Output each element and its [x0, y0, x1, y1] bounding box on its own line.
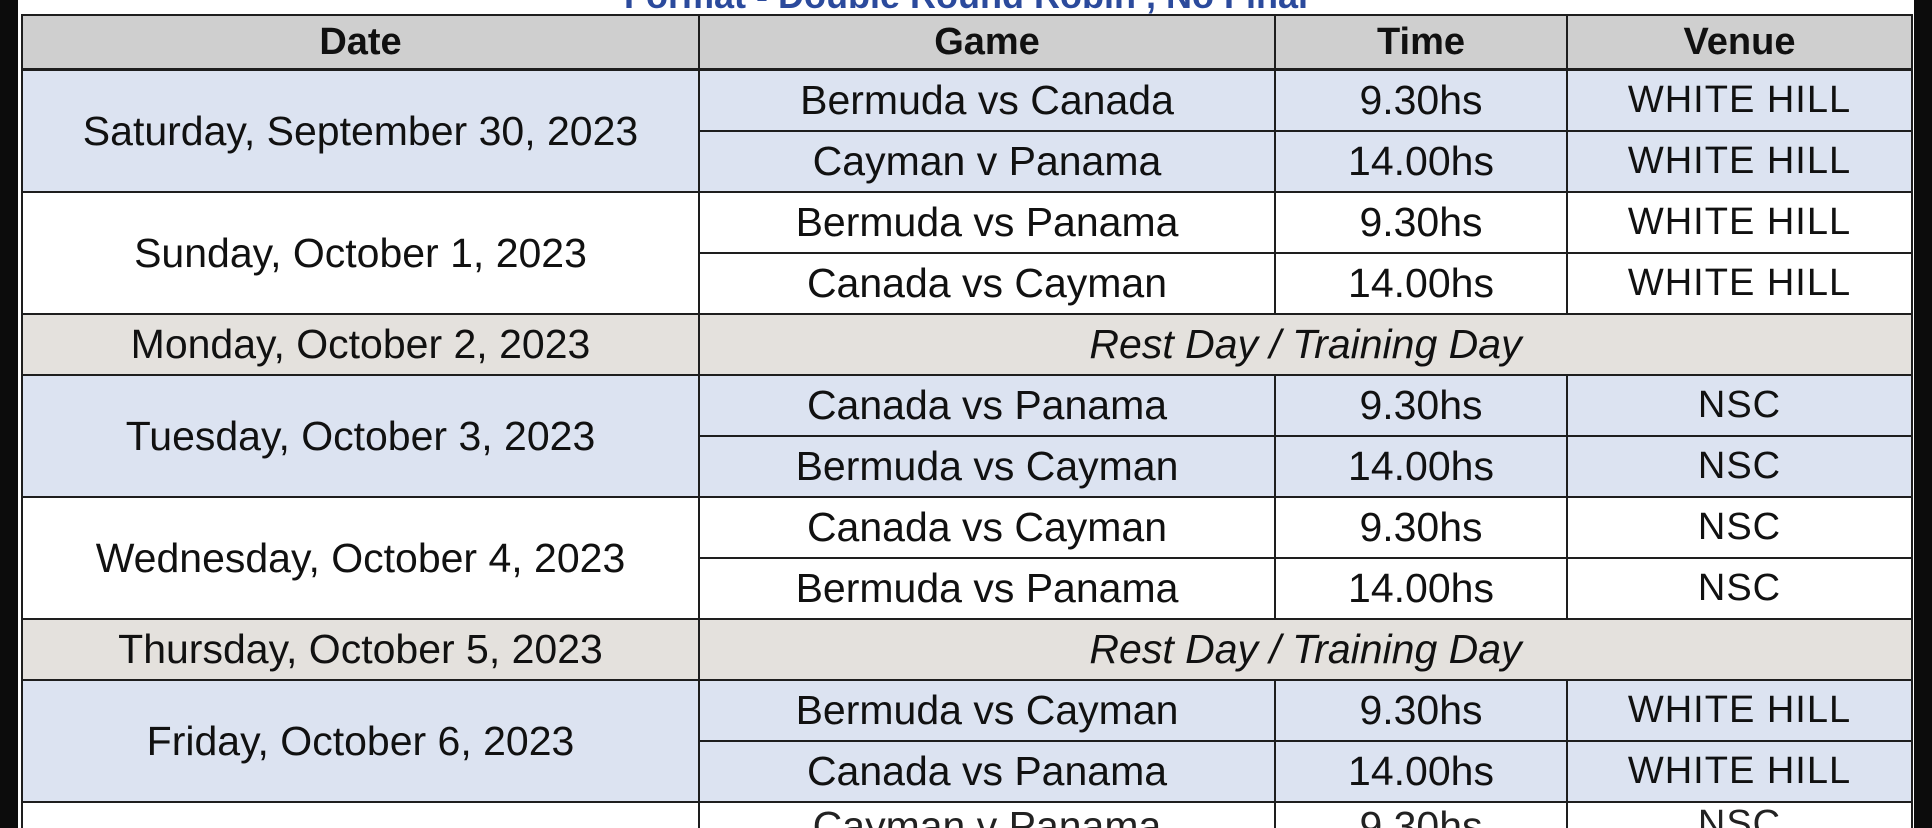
- date-cell: Sunday, October 1, 2023: [21, 191, 700, 315]
- rest-row: Monday, October 2, 2023 Rest Day / Train…: [21, 313, 1913, 376]
- venue-cell: WHITE HILL: [1566, 679, 1913, 742]
- venue-cell: WHITE HILL: [1566, 191, 1913, 254]
- venue-cell: NSC: [1566, 435, 1913, 498]
- table-row: Bermuda vs Cayman 14.00hs NSC: [22, 435, 1913, 498]
- date-cell: Saturday, September 30, 2023: [21, 68, 700, 193]
- venue-cell: NSC: [1566, 496, 1913, 559]
- time-cell: 9.30hs: [1274, 679, 1568, 742]
- header-venue: Venue: [1566, 14, 1913, 71]
- time-cell: 9.30hs: [1274, 801, 1568, 828]
- table-row: Cayman v Panama 14.00hs WHITE HILL: [22, 130, 1913, 193]
- game-cell: Canada vs Panama: [698, 740, 1276, 803]
- schedule-table: Date Game Time Venue Saturday, September…: [21, 14, 1913, 828]
- table-row: Wednesday, October 4, 2023 Canada vs Cay…: [21, 496, 1913, 620]
- venue-cell: WHITE HILL: [1566, 130, 1913, 193]
- table-row: Friday, October 6, 2023 Bermuda vs Cayma…: [21, 679, 1913, 803]
- schedule-sheet: Format - Double Round Robin , No Final D…: [21, 0, 1913, 828]
- header-game: Game: [698, 14, 1276, 71]
- venue-cell: NSC: [1566, 374, 1913, 437]
- game-cell: Bermuda vs Panama: [698, 557, 1276, 620]
- header-time: Time: [1274, 14, 1568, 71]
- table-row: Bermuda vs Panama 14.00hs NSC: [22, 557, 1913, 620]
- table-row: Canada vs Cayman 14.00hs WHITE HILL: [22, 252, 1913, 315]
- game-cell: Canada vs Cayman: [698, 252, 1276, 315]
- table-row: Sunday, October 1, 2023 Bermuda vs Panam…: [21, 191, 1913, 315]
- game-cell: Bermuda vs Cayman: [698, 679, 1276, 742]
- time-cell: 14.00hs: [1274, 435, 1568, 498]
- header-row: Date Game Time Venue: [21, 14, 1913, 71]
- time-cell: 9.30hs: [1274, 496, 1568, 559]
- game-cell: Canada vs Cayman: [698, 496, 1276, 559]
- time-cell: 14.00hs: [1274, 740, 1568, 803]
- date-cell: [21, 801, 700, 828]
- date-cell: Thursday, October 5, 2023: [21, 618, 700, 681]
- venue-cell: NSC: [1566, 557, 1913, 620]
- game-cell: Cayman v Panama: [698, 130, 1276, 193]
- date-cell: Friday, October 6, 2023: [21, 679, 700, 803]
- time-cell: 9.30hs: [1274, 68, 1568, 132]
- time-cell: 14.00hs: [1274, 130, 1568, 193]
- venue-cell: NSC: [1566, 801, 1913, 828]
- venue-cell: WHITE HILL: [1566, 252, 1913, 315]
- time-cell: 9.30hs: [1274, 191, 1568, 254]
- schedule-body: Saturday, September 30, 2023 Bermuda vs …: [21, 68, 1913, 828]
- date-cell: Monday, October 2, 2023: [21, 313, 700, 376]
- rest-row: Thursday, October 5, 2023 Rest Day / Tra…: [21, 618, 1913, 681]
- venue-cell: WHITE HILL: [1566, 68, 1913, 132]
- game-cell: Bermuda vs Cayman: [698, 435, 1276, 498]
- table-row: Tuesday, October 3, 2023 Canada vs Panam…: [21, 374, 1913, 498]
- game-cell: Bermuda vs Panama: [698, 191, 1276, 254]
- table-row-partial: Cayman v Panama 9.30hs NSC: [21, 801, 1913, 828]
- header-date: Date: [21, 14, 700, 71]
- time-cell: 9.30hs: [1274, 374, 1568, 437]
- time-cell: 14.00hs: [1274, 557, 1568, 620]
- venue-cell: WHITE HILL: [1566, 740, 1913, 803]
- time-cell: 14.00hs: [1274, 252, 1568, 315]
- date-cell: Wednesday, October 4, 2023: [21, 496, 700, 620]
- rest-day-cell: Rest Day / Training Day: [698, 313, 1913, 376]
- table-row: Canada vs Panama 14.00hs WHITE HILL: [22, 740, 1913, 803]
- game-cell: Canada vs Panama: [698, 374, 1276, 437]
- game-cell: Bermuda vs Canada: [698, 68, 1276, 132]
- table-row: Saturday, September 30, 2023 Bermuda vs …: [21, 68, 1913, 193]
- game-cell: Cayman v Panama: [698, 801, 1276, 828]
- date-cell: Tuesday, October 3, 2023: [21, 374, 700, 498]
- rest-day-cell: Rest Day / Training Day: [698, 618, 1913, 681]
